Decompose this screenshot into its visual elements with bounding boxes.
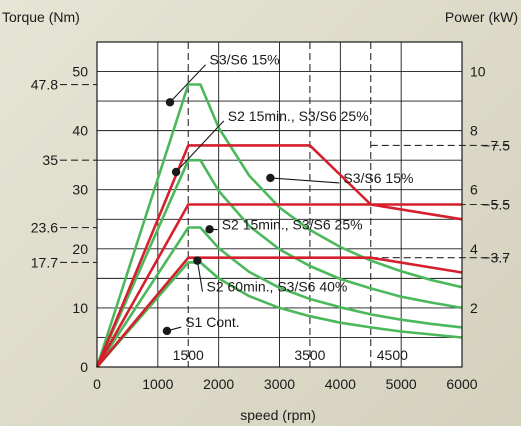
torque-curve-2 (95, 226, 463, 368)
power-curve-6 (96, 256, 463, 368)
annotation-dot (165, 98, 175, 107)
y-left-tick-label: 30 (72, 182, 88, 198)
annotation-leader (169, 64, 206, 103)
y-left-tick-label: 40 (72, 123, 88, 139)
x-axis-title: speed (rpm) (240, 407, 315, 423)
y-left-tick-label: 50 (72, 64, 88, 80)
annotation-dot (205, 225, 214, 234)
x-inner-label: 1500 (173, 347, 204, 363)
annotation-label-1: S2 15min., S3/S6 25% (228, 108, 369, 124)
annotation-dot (193, 256, 202, 265)
annotation-leader (175, 120, 225, 173)
annotation-label-2: S3/S6 15% (343, 170, 413, 186)
annotation-dot (171, 167, 181, 177)
power-curve-5 (95, 203, 463, 368)
x-tick-label: 5000 (386, 376, 417, 392)
x-tick-label: 3000 (264, 376, 295, 392)
x-tick-label: 1000 (142, 376, 173, 392)
y-left-callout-value: 23.6 (31, 220, 58, 236)
annotation-leader (270, 177, 340, 184)
y-right-axis-title: Power (kW) (445, 9, 518, 25)
plot-area: S3/S6 15% S2 15min., S3/S6 25% S3/S6 15% S2… (31, 41, 510, 392)
y-right-callout-value: −7.5 (482, 137, 510, 153)
x-tick-label: 4000 (325, 376, 356, 392)
annotation-leader (196, 260, 204, 292)
y-left-tick-label: 0 (80, 359, 88, 375)
y-right-callout-value: −3.7 (482, 250, 510, 266)
y-right-tick-label: 8 (470, 123, 478, 139)
x-tick-label: 2000 (203, 376, 234, 392)
x-inner-label: 4500 (377, 347, 408, 363)
annotation-label-0: S3/S6 15% (210, 52, 280, 68)
plot-frame (96, 41, 463, 368)
torque-curve-0 (95, 83, 463, 368)
y-right-tick-label: 2 (470, 300, 478, 316)
y-left-tick-label: 20 (72, 241, 88, 257)
y-left-tick-label: 10 (72, 300, 88, 316)
annotation-dot (266, 173, 275, 183)
annotation-label-3: S2 15min., S3/S6 25% (222, 217, 363, 233)
y-left-axis-title: Torque (Nm) (2, 9, 80, 25)
x-tick-label: 0 (93, 376, 101, 392)
power-curve-4 (95, 144, 462, 368)
y-right-callout-value: −5.5 (482, 197, 510, 213)
annotation-label-5: S1 Cont. (185, 314, 239, 330)
y-right-tick-label: 10 (470, 64, 486, 80)
y-left-callout-value: 47.8 (31, 77, 58, 93)
annotation-label-4: S2 60min., S3/S6 40% (207, 279, 348, 295)
y-left-callout-value: 17.7 (31, 254, 58, 270)
y-right-tick-label: 4 (470, 241, 478, 257)
x-tick-label: 6000 (446, 376, 477, 392)
x-inner-label: 3500 (294, 347, 325, 363)
y-right-tick-label: 6 (470, 182, 478, 198)
y-left-callout-value: 35 (42, 152, 58, 168)
annotation-dot (162, 326, 172, 336)
